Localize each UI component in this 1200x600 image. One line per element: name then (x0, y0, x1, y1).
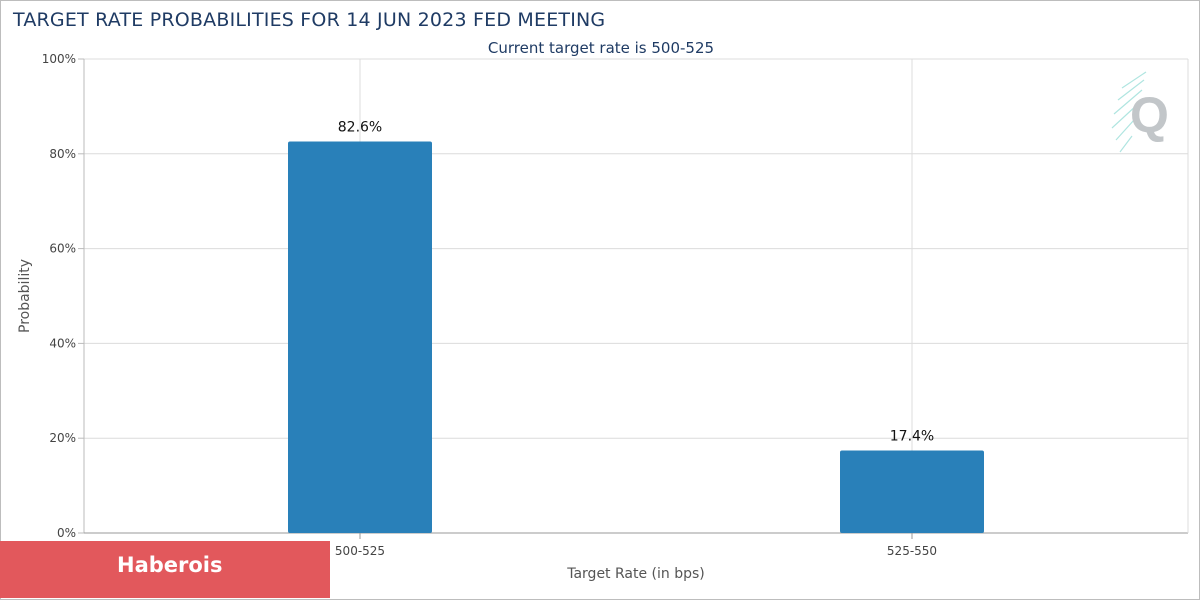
labels: 0% 20% 40% 60% 80% 100% 82.6% 500-525 17.4% 525-5… (17, 52, 937, 582)
y-tick-label: 100% (42, 52, 76, 66)
data-label: 82.6% (338, 119, 382, 135)
y-axis-title: Probability (17, 259, 33, 333)
fedwatch-q-logo-icon: Q (1111, 71, 1169, 153)
chart-title: TARGET RATE PROBABILITIES FOR 14 JUN 202… (13, 9, 606, 31)
bars (288, 141, 984, 533)
y-tick-label: 0% (57, 526, 76, 540)
x-axis-title: Target Rate (in bps) (566, 566, 705, 582)
bar-525-550 (840, 450, 984, 533)
data-label: 17.4% (890, 429, 934, 445)
y-tick-label: 80% (49, 147, 76, 161)
x-tick-label: 525-550 (887, 544, 937, 558)
watermark-text: Haberois (117, 553, 223, 577)
bar-500-525 (288, 141, 432, 533)
y-tick-label: 40% (49, 336, 76, 350)
y-tick-label: 20% (49, 431, 76, 445)
grid-lines (78, 58, 1189, 539)
y-tick-label: 60% (49, 242, 76, 256)
svg-text:Q: Q (1130, 87, 1169, 143)
watermark-banner: Haberois (0, 541, 330, 598)
x-tick-label: 500-525 (335, 544, 385, 558)
chart-subtitle: Current target rate is 500-525 (487, 39, 715, 57)
